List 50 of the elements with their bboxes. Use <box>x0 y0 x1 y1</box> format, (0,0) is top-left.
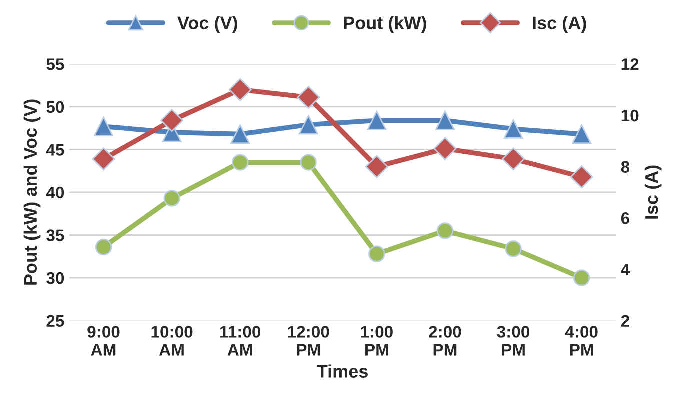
point <box>232 154 249 171</box>
y-tick-label: 55 <box>46 58 64 70</box>
x-tick-label: 4:00 PM <box>565 326 598 356</box>
point <box>160 109 184 132</box>
x-tick-label: 2:00 PM <box>429 326 462 356</box>
point <box>505 240 522 258</box>
y2-tick-label: 8 <box>621 161 630 174</box>
point <box>300 154 317 171</box>
y-tick-label: 45 <box>46 144 64 156</box>
y2-tick-label: 6 <box>621 212 630 224</box>
point <box>164 190 180 207</box>
y2-axis-title: Isc (A) <box>644 166 662 219</box>
point <box>367 110 387 130</box>
x-tick-label: 3:00 PM <box>497 326 530 356</box>
point <box>95 238 112 256</box>
x-tick-label: 10:00 AM <box>152 326 193 356</box>
point <box>504 119 524 139</box>
point <box>502 148 526 171</box>
point <box>230 124 250 144</box>
y-tick-label: 50 <box>46 101 64 114</box>
point <box>368 246 386 262</box>
legend-label: Isc (A) <box>533 16 586 34</box>
point <box>572 124 592 144</box>
x-tick-label: 1:00 PM <box>361 326 393 356</box>
legend-label: Pout (kW) <box>344 16 426 34</box>
x-axis-title: Times <box>317 364 368 378</box>
y-axis-title: Pout (kW) and Voc (V) <box>24 100 41 285</box>
point <box>94 116 114 136</box>
x-tick-label: 9:00 AM <box>88 326 120 356</box>
x-tick-label: 11:00 AM <box>220 326 261 356</box>
point <box>297 86 320 110</box>
y2-tick-label: 10 <box>622 110 639 122</box>
y-tick-label: 30 <box>46 272 64 284</box>
y2-tick-label: 2 <box>621 315 630 327</box>
point <box>92 148 116 171</box>
point <box>298 115 318 135</box>
point <box>436 110 455 130</box>
y2-tick-label: 4 <box>621 264 630 276</box>
point <box>228 78 252 102</box>
point <box>365 155 388 178</box>
y-tick-label: 40 <box>46 186 64 199</box>
point <box>436 222 454 240</box>
point <box>434 137 457 160</box>
point <box>573 270 590 286</box>
y-tick-label: 35 <box>46 230 64 242</box>
point <box>570 166 594 189</box>
x-tick-label: 12:00 PM <box>288 326 330 356</box>
legend-label: Voc (V) <box>178 16 238 34</box>
y-tick-label: 25 <box>46 315 64 328</box>
y2-tick-label: 12 <box>622 58 639 70</box>
